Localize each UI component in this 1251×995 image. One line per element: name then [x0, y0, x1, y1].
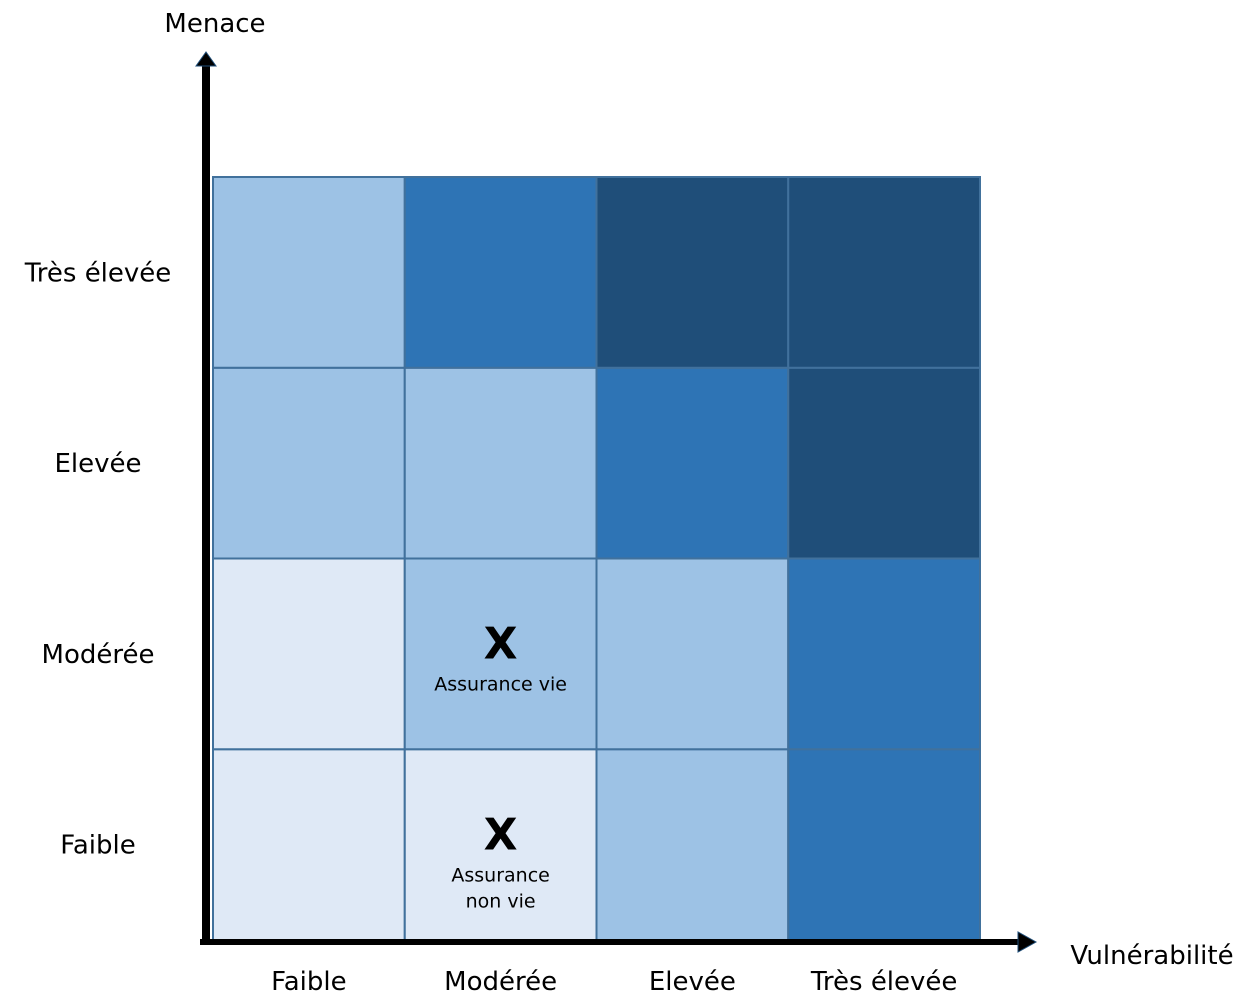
y-tick-label: Très élevée: [24, 258, 172, 288]
heatmap-cell-elevee-faible: [595, 748, 790, 941]
heatmap-cell-faible-moderee: [212, 557, 406, 751]
y-tick-labels: Faible Modérée Elevée Très élevée: [24, 258, 172, 860]
heatmap-cell-moderee-faible: [403, 748, 598, 941]
marker-symbol: X: [484, 809, 518, 860]
heatmap-cell-tres-elevee-elevee: [787, 366, 981, 560]
y-tick-label: Elevée: [54, 449, 141, 479]
markers: X Assurance vie X Assurance non vie: [434, 619, 567, 913]
marker-label: Assurance vie: [434, 674, 567, 696]
heatmap-cell-faible-elevee: [212, 366, 406, 560]
heatmap-cell-elevee-elevee: [595, 366, 790, 560]
y-tick-label: Modérée: [42, 640, 155, 670]
marker-label: Assurance: [451, 864, 549, 886]
heatmap-cell-faible-tres-elevee: [212, 176, 406, 369]
y-axis-title: Menace: [164, 9, 265, 39]
x-axis-arrow-icon: [1017, 931, 1038, 953]
x-tick-label: Très élevée: [810, 967, 958, 995]
heatmap-cell-tres-elevee-tres-elevee: [787, 176, 981, 369]
heatmap-cell-elevee-moderee: [595, 557, 790, 751]
heatmap-cell-elevee-tres-elevee: [595, 176, 790, 369]
x-tick-labels: Faible Modérée Elevée Très élevée: [271, 967, 957, 995]
heatmap-cell-moderee-elevee: [403, 366, 598, 560]
x-tick-label: Faible: [271, 967, 346, 995]
heatmap-cell-moderee-moderee: [403, 557, 598, 751]
y-axis-arrow-icon: [195, 51, 217, 67]
heatmap-cell-tres-elevee-moderee: [787, 557, 981, 751]
x-axis-title: Vulnérabilité: [1070, 941, 1233, 971]
x-tick-label: Elevée: [649, 967, 736, 995]
marker-symbol: X: [484, 619, 518, 670]
heatmap-cells: [212, 176, 981, 941]
heatmap-cell-faible-faible: [212, 748, 406, 941]
axes: [195, 51, 1038, 953]
heatmap-cell-moderee-tres-elevee: [403, 176, 598, 369]
marker: X Assurance non vie: [451, 809, 549, 912]
heatmap-cell-tres-elevee-faible: [787, 748, 981, 941]
marker-label: non vie: [466, 890, 536, 912]
x-tick-label: Modérée: [444, 967, 557, 995]
y-tick-label: Faible: [60, 831, 135, 861]
marker: X Assurance vie: [434, 619, 567, 696]
